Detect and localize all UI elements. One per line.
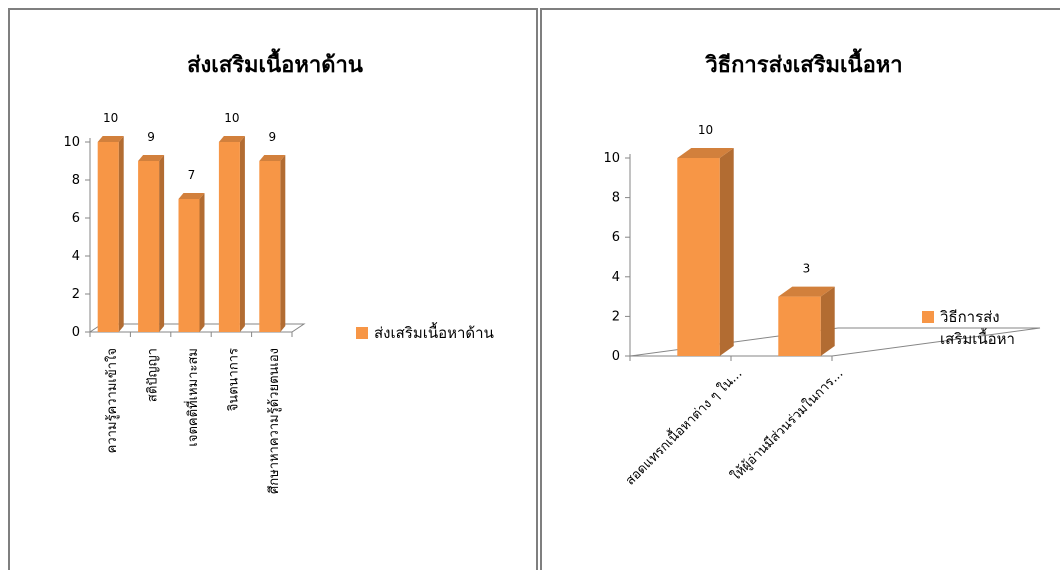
y-tick-label: 4 — [612, 270, 620, 285]
category-label: สอดแทรกเนื้อหาต่าง ๆ ใน... — [621, 364, 745, 488]
chart-panel-left: ส่งเสริมเนื้อหาด้าน 0 2 4 6 8 10 10 9 7 10 9 ความรู… — [8, 8, 538, 570]
y-tick-label: 8 — [612, 191, 620, 206]
chart-floor — [629, 327, 1041, 357]
bar-front — [97, 142, 119, 332]
chart-panel-right: วิธีการส่งเสริมเนื้อหา 0 2 4 6 8 10 10 3 สอดแทรก… — [540, 8, 1060, 570]
bar-top — [178, 193, 205, 199]
bar-front — [778, 296, 821, 356]
bar-side — [820, 286, 835, 356]
data-label: 10 — [224, 111, 239, 125]
bar-top — [218, 136, 245, 142]
bar-front — [178, 199, 200, 332]
data-label: 10 — [698, 123, 713, 137]
bar-side — [719, 148, 734, 356]
y-tick-label: 8 — [72, 173, 80, 188]
category-label: ให้ผู้อ่านมีส่วนร่วมในการ... — [728, 366, 847, 485]
bar-side — [199, 193, 205, 332]
bar-front — [677, 158, 720, 356]
bar-top — [97, 136, 124, 142]
legend-label-line: วิธีการส่ง — [939, 308, 999, 326]
data-label: 3 — [803, 262, 811, 276]
data-label: 10 — [103, 111, 118, 125]
y-tick-label: 0 — [72, 325, 80, 340]
bar-side — [118, 136, 124, 332]
bar-top — [778, 286, 835, 297]
bar — [97, 136, 124, 332]
bar — [778, 286, 835, 356]
bar — [218, 136, 245, 332]
y-tick-label: 6 — [612, 230, 620, 245]
data-label: 9 — [147, 130, 155, 144]
category-label: ศึกษาหาความรู้ด้วยตนเอง — [267, 348, 282, 494]
y-tick-label: 4 — [72, 249, 80, 264]
bar-front — [138, 161, 160, 332]
category-label: เจตคติที่เหมาะสม — [184, 348, 201, 447]
chart-right: วิธีการส่งเสริมเนื้อหา 0 2 4 6 8 10 10 3 สอดแทรก… — [603, 48, 1041, 489]
bar-front — [259, 161, 281, 332]
y-tick-label: 2 — [72, 287, 80, 302]
chart-left: ส่งเสริมเนื้อหาด้าน 0 2 4 6 8 10 10 9 7 10 9 ความรู… — [63, 48, 494, 494]
chart-title: ส่งเสริมเนื้อหาด้าน — [187, 48, 363, 78]
y-tick-label: 6 — [72, 211, 80, 226]
category-label: ความรู้ความเข้าใจ — [104, 348, 120, 453]
category-label: จินตนาการ — [226, 348, 241, 412]
legend-label-line: เสริมเนื้อหา — [940, 328, 1015, 348]
legend-swatch — [356, 327, 368, 339]
bar — [677, 148, 734, 356]
bar-side — [159, 155, 165, 332]
legend-label: วิธีการส่งเสริมเนื้อหา — [939, 308, 1015, 348]
bar — [259, 155, 286, 332]
bar-top — [677, 148, 734, 158]
bar — [138, 155, 165, 332]
data-label: 7 — [188, 168, 196, 182]
legend-label: ส่งเสริมเนื้อหาด้าน — [374, 322, 494, 342]
bar-front — [218, 142, 240, 332]
y-tick-label: 10 — [63, 135, 80, 150]
y-tick-label: 10 — [603, 151, 620, 166]
y-tick-label: 2 — [612, 309, 620, 324]
category-label: สติปัญญา — [146, 348, 161, 402]
chart-title: วิธีการส่งเสริมเนื้อหา — [705, 48, 903, 78]
data-label: 9 — [268, 130, 276, 144]
bar-top — [138, 155, 165, 161]
bar-top — [259, 155, 286, 161]
bar — [178, 193, 205, 332]
bar-side — [280, 155, 286, 332]
legend-swatch — [922, 311, 934, 323]
y-tick-label: 0 — [612, 349, 620, 364]
bar-side — [239, 136, 245, 332]
